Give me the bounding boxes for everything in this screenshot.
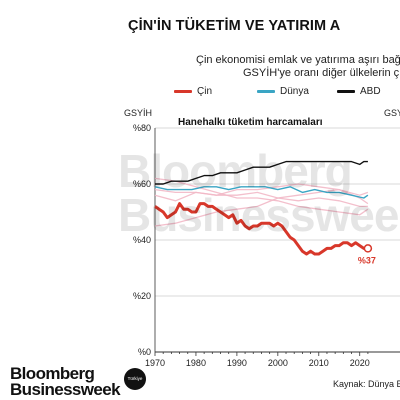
series-end-label: %37 [358,255,376,265]
subtitle-line-2: GSYİH'ye oranı diğer ülkelerin ç [243,67,400,79]
y-tick-label: %40 [133,235,151,245]
legend: Çin Dünya ABD [0,86,400,100]
legend-item-dunya: Dünya [257,86,309,97]
series-line-cin [154,202,368,256]
legend-label-dunya: Dünya [280,86,309,97]
series-line-abd [155,160,368,185]
x-tick-label: 2000 [268,358,288,368]
y-axis-label: GSYİH [124,108,153,118]
turkiye-badge: Türkiye [124,368,146,390]
series-end-marker [363,244,373,253]
logo-line-1: Bloomberg [10,364,95,383]
logo-line-2: Businessweek [10,380,121,399]
source-note: Kaynak: Dünya B [333,379,400,389]
chart-subtitle: Çin ekonomisi emlak ve yatırıma aşırı ba… [196,54,400,80]
panel-title: Hanehalkı tüketim harcamaları [178,117,323,128]
y-tick-label: %0 [138,347,151,357]
x-tick-label: 1980 [186,358,206,368]
series-line-background [154,188,368,208]
y-tick-label: %80 [133,123,151,133]
legend-swatch-dunya [257,89,275,93]
y-tick-label: %60 [133,179,151,189]
x-tick-label: 2010 [309,358,329,368]
y-axis-label-right: GSY [384,108,400,118]
chart-title: ÇİN'İN TÜKETİM VE YATIRIM A [128,18,341,34]
x-tick-label: 2020 [350,358,370,368]
series-line-background [154,183,369,205]
legend-swatch-abd [337,89,355,93]
legend-item-abd: ABD [337,86,381,97]
subtitle-line-1: Çin ekonomisi emlak ve yatırıma aşırı ba… [196,54,400,66]
y-tick-label: %20 [133,291,151,301]
x-tick-label: 1990 [227,358,247,368]
legend-swatch-cin [174,89,192,93]
series-line-dunya [154,186,369,199]
legend-label-cin: Çin [197,86,213,97]
legend-label-abd: ABD [360,86,381,97]
x-tick-label: 1970 [145,358,165,368]
series-line-background [154,177,369,216]
legend-item-cin: Çin [174,86,212,97]
bloomberg-businessweek-logo: Bloomberg Businessweek [10,364,121,399]
